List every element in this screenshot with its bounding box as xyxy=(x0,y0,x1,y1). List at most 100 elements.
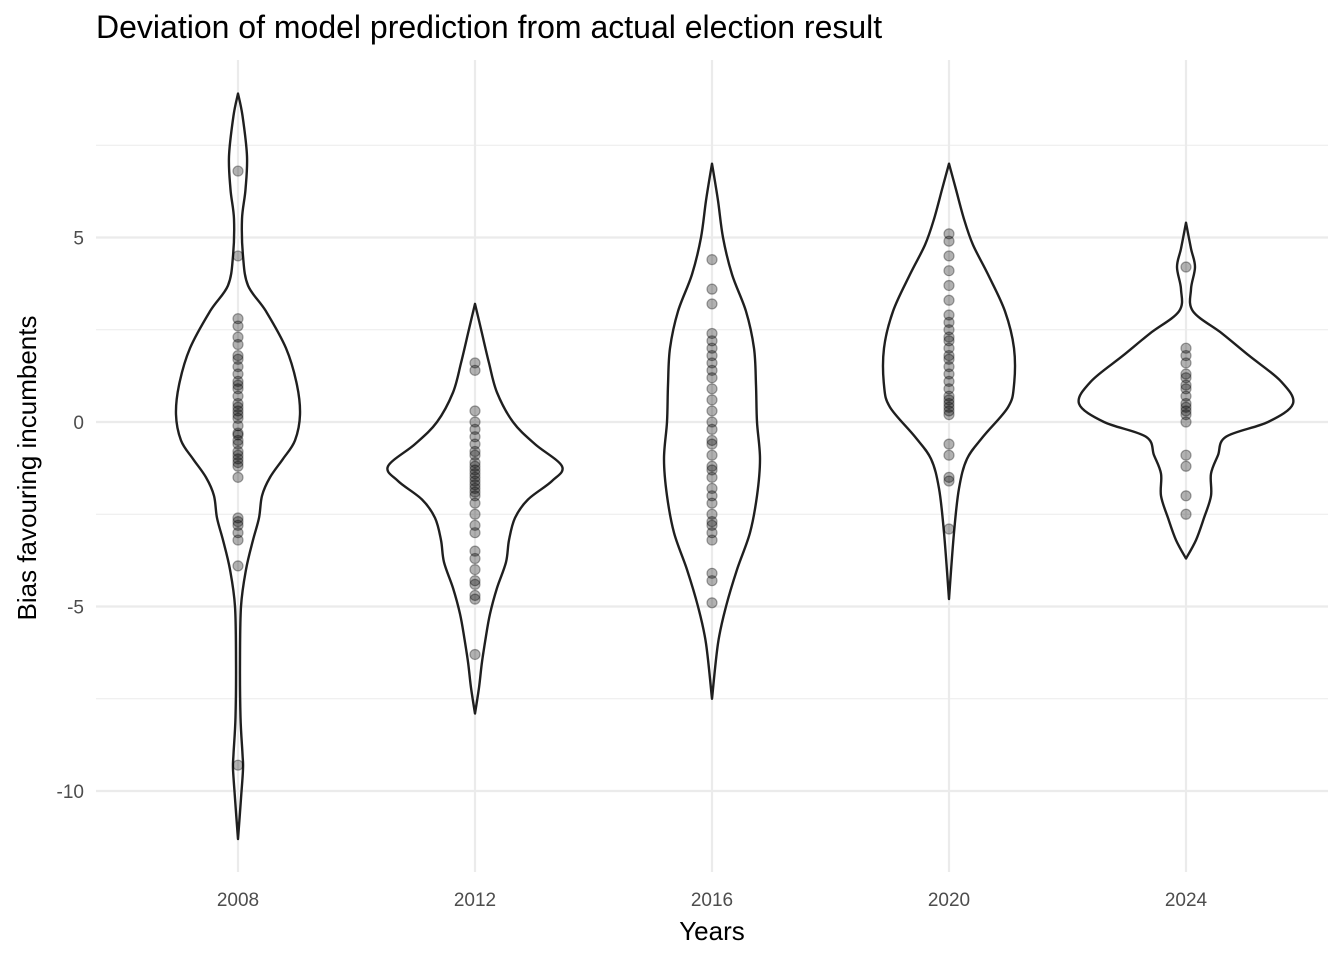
y-tick-label: -5 xyxy=(67,598,84,619)
data-point-2020 xyxy=(943,405,955,417)
data-point-2024 xyxy=(1180,409,1192,421)
data-point-2016 xyxy=(706,460,718,472)
data-point-2024 xyxy=(1180,416,1192,428)
data-point-2008 xyxy=(232,349,244,362)
data-point-2016 xyxy=(706,298,718,310)
data-point-2012 xyxy=(469,486,481,498)
data-point-2012 xyxy=(469,423,481,435)
grid-lines xyxy=(96,60,1328,872)
data-point-2016 xyxy=(706,597,718,609)
data-point-2016 xyxy=(706,519,718,531)
data-point-2008 xyxy=(232,519,244,531)
data-point-2012 xyxy=(469,416,481,428)
y-axis-title: Bias favouring incumbents xyxy=(12,316,42,621)
data-point-2008 xyxy=(232,320,244,332)
data-point-2008 xyxy=(232,453,244,465)
data-point-2020 xyxy=(943,250,955,262)
data-point-2008 xyxy=(232,527,244,539)
data-point-2012 xyxy=(469,648,481,661)
data-point-2008 xyxy=(232,512,244,524)
data-point-2016 xyxy=(706,372,718,384)
data-point-2016 xyxy=(706,423,718,435)
data-point-2012 xyxy=(469,527,481,539)
data-point-2020 xyxy=(943,475,955,487)
data-point-2016 xyxy=(706,438,718,450)
data-point-2016 xyxy=(706,434,718,447)
data-point-2012 xyxy=(469,405,481,417)
data-point-2012 xyxy=(469,475,481,487)
data-point-2008 xyxy=(232,560,244,572)
data-point-2016 xyxy=(706,534,718,546)
data-point-2024 xyxy=(1180,349,1192,362)
chart-title: Deviation of model prediction from actua… xyxy=(96,9,882,45)
data-point-2008 xyxy=(232,313,244,325)
data-point-2024 xyxy=(1180,342,1192,354)
data-point-2024 xyxy=(1180,379,1192,391)
data-point-2020 xyxy=(943,279,955,292)
data-point-2008 xyxy=(232,438,244,450)
data-point-2020 xyxy=(943,349,955,362)
data-point-2016 xyxy=(706,335,718,347)
data-point-2016 xyxy=(706,575,718,587)
data-point-2020 xyxy=(943,449,955,461)
violins xyxy=(174,92,1295,841)
data-point-2016 xyxy=(706,383,718,395)
data-point-2012 xyxy=(469,449,481,461)
data-point-2016 xyxy=(706,342,718,354)
data-point-2012 xyxy=(469,552,481,565)
data-point-2020 xyxy=(943,331,955,343)
data-point-2008 xyxy=(232,534,244,546)
data-point-2020 xyxy=(943,368,955,380)
data-point-2008 xyxy=(232,383,244,395)
data-point-2008 xyxy=(232,390,244,402)
data-point-2016 xyxy=(706,449,718,461)
x-tick-label: 2024 xyxy=(1165,890,1208,911)
data-point-2012 xyxy=(469,438,481,450)
data-point-2016 xyxy=(706,254,718,266)
data-point-2012 xyxy=(469,482,481,495)
data-point-2012 xyxy=(469,456,481,469)
data-point-2016 xyxy=(706,416,718,428)
data-point-2012 xyxy=(469,508,481,520)
violin-2008 xyxy=(174,92,302,841)
violin-2012 xyxy=(386,302,564,715)
data-point-2008 xyxy=(232,471,244,483)
y-tick-label: 0 xyxy=(73,413,84,434)
data-point-2016 xyxy=(706,497,718,509)
data-point-2016 xyxy=(706,471,718,483)
data-point-2008 xyxy=(232,420,244,432)
data-point-2020 xyxy=(943,309,955,321)
data-point-2008 xyxy=(232,445,244,458)
data-point-2008 xyxy=(232,405,244,417)
violin-2020 xyxy=(881,162,1017,601)
data-point-2008 xyxy=(232,429,244,441)
data-point-2020 xyxy=(943,471,955,483)
data-point-2012 xyxy=(469,445,481,458)
data-point-2008 xyxy=(232,434,244,447)
data-point-2008 xyxy=(232,412,244,424)
data-point-2020 xyxy=(943,375,955,388)
data-point-2012 xyxy=(469,464,481,476)
y-axis-ticks: 5 0 -5 -10 xyxy=(57,229,84,804)
data-point-2024 xyxy=(1180,449,1192,461)
x-axis-ticks: 2008 2012 2016 2020 2024 xyxy=(217,890,1208,911)
data-point-2020 xyxy=(943,228,955,240)
data-point-2012 xyxy=(469,460,481,472)
data-point-2008 xyxy=(232,456,244,469)
x-tick-label: 2020 xyxy=(928,890,970,911)
data-point-2024 xyxy=(1180,390,1192,402)
data-point-2012 xyxy=(469,545,481,557)
data-point-2016 xyxy=(706,567,718,579)
data-point-2020 xyxy=(943,438,955,450)
x-axis-title: Years xyxy=(679,916,745,946)
data-point-2012 xyxy=(469,357,481,369)
data-point-2012 xyxy=(469,497,481,509)
data-point-2016 xyxy=(706,527,718,539)
x-tick-label: 2016 xyxy=(691,890,733,911)
data-point-2020 xyxy=(943,316,955,328)
data-point-2020 xyxy=(943,394,955,406)
data-point-2016 xyxy=(706,327,718,340)
data-point-2024 xyxy=(1180,383,1192,395)
y-tick-label: -10 xyxy=(57,782,84,803)
